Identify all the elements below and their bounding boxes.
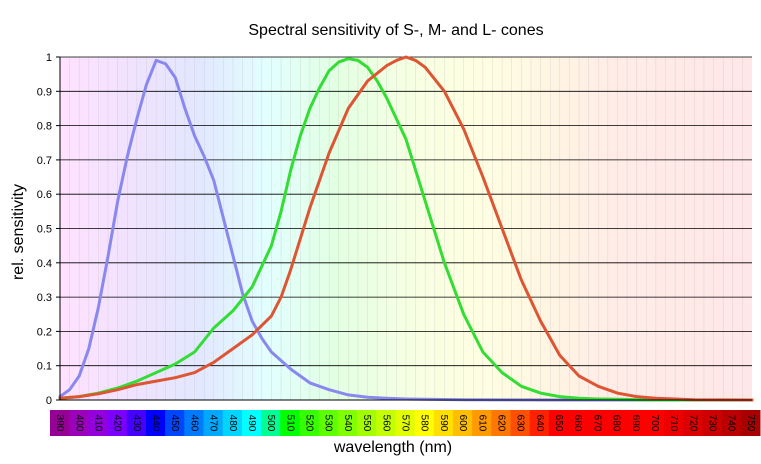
y-tick-labels: 0 0.1 0.2 0.3 0.4 0.5 0.6 0.7 0.8 0.9 1 [37, 52, 60, 407]
y-tick-label: 0.8 [37, 121, 52, 133]
wavelength-cell [472, 410, 492, 436]
x-tick-label: 420 [112, 415, 123, 432]
x-tick-label: 440 [150, 415, 161, 432]
wavelength-cell [299, 410, 320, 436]
wavelength-cell [50, 410, 70, 436]
y-tick-label: 0.3 [37, 292, 52, 304]
wavelength-cell [318, 410, 339, 436]
wavelength-cell [203, 410, 224, 436]
x-tick-label: 650 [553, 415, 564, 432]
x-tick-label: 660 [572, 415, 583, 432]
x-tick-label: 570 [400, 415, 411, 432]
x-tick-label: 610 [476, 415, 487, 432]
wavelength-cell [568, 410, 588, 436]
x-tick-label: 400 [73, 415, 84, 432]
wavelength-cell [184, 410, 205, 436]
series-lines [58, 55, 754, 402]
x-tick-label: 680 [611, 415, 622, 432]
wavelength-cell [452, 410, 473, 436]
x-tick-label: 470 [208, 415, 219, 432]
x-tick-label: 390 [54, 415, 65, 432]
series-line-3 [58, 55, 754, 402]
wavelength-cell [433, 410, 454, 436]
x-tick-label: 710 [668, 415, 679, 432]
wavelength-cell [529, 410, 550, 436]
series-line-1 [58, 58, 754, 402]
wavelength-color-bar: 390 400 410 420 430 440 450 460 470 480 490 500 510 5… [50, 410, 761, 436]
x-tick-label: 490 [246, 415, 257, 432]
wavelength-cell [337, 410, 358, 436]
wavelength-cell [165, 410, 185, 436]
wavelength-cell [644, 410, 665, 436]
chart-title: Spectral sensitivity of S-, M- and L- co… [248, 22, 543, 39]
x-tick-label: 410 [92, 415, 103, 432]
wavelength-cell [222, 410, 243, 436]
series-line-2 [58, 57, 754, 402]
wavelength-cell [721, 410, 742, 436]
x-tick-label: 430 [131, 415, 142, 432]
x-tick-label: 750 [745, 415, 756, 432]
wavelength-cell [145, 410, 166, 436]
x-tick-label: 700 [649, 415, 660, 432]
wavelength-cell [606, 410, 627, 436]
x-tick-label: 460 [188, 415, 199, 432]
x-tick-label: 500 [265, 415, 276, 432]
wavelength-cell [491, 410, 512, 436]
wavelength-cell [88, 410, 109, 436]
x-tick-label: 520 [304, 415, 315, 432]
wavelength-cell [107, 410, 128, 436]
y-tick-label: 0.7 [37, 155, 52, 167]
x-tick-label: 630 [515, 415, 526, 432]
wavelength-cell [69, 410, 89, 436]
wavelength-cell [357, 410, 377, 436]
wavelength-cell [548, 410, 569, 436]
x-tick-label: 590 [438, 415, 449, 432]
x-tick-label: 510 [284, 415, 295, 432]
wavelength-cell [587, 410, 607, 436]
wavelength-cell [625, 410, 646, 436]
wavelength-cell [261, 410, 281, 436]
y-axis-label: rel. sensitivity [10, 184, 27, 280]
x-tick-label: 620 [495, 415, 506, 432]
y-tick-label: 0.2 [37, 326, 52, 338]
x-tick-label: 580 [419, 415, 430, 432]
y-tick-label: 0.5 [37, 224, 52, 236]
wavelength-cell [126, 410, 147, 436]
x-tick-label: 540 [342, 415, 353, 432]
x-tick-label: 640 [534, 415, 545, 432]
y-tick-label: 0.6 [37, 189, 52, 201]
wavelength-cell [241, 410, 262, 436]
x-tick-label: 670 [591, 415, 602, 432]
y-tick-label: 1 [46, 52, 52, 64]
wavelength-cell [414, 410, 435, 436]
x-tick-label: 530 [323, 415, 334, 432]
wavelength-cell [683, 410, 703, 436]
y-tick-label: 0.1 [37, 361, 52, 373]
wavelength-cell [395, 410, 416, 436]
x-tick-label: 480 [227, 415, 238, 432]
x-tick-label: 690 [630, 415, 641, 432]
x-tick-label: 740 [726, 415, 737, 432]
x-tick-label: 730 [707, 415, 718, 432]
x-tick-label: 550 [361, 415, 372, 432]
y-tick-label: 0.9 [37, 86, 52, 98]
x-tick-label: 720 [687, 415, 698, 432]
wavelength-cell [280, 410, 300, 436]
wavelength-cell [376, 410, 396, 436]
y-tick-label: 0 [46, 395, 52, 407]
x-tick-label: 600 [457, 415, 468, 432]
wavelength-cell [510, 410, 531, 436]
x-tick-label: 560 [380, 415, 391, 432]
y-tick-label: 0.4 [37, 258, 52, 270]
x-axis-label: wavelength (nm) [333, 439, 452, 456]
wavelength-cell [740, 410, 761, 436]
wavelength-cell [702, 410, 723, 436]
wavelength-cell [664, 410, 684, 436]
x-tick-label: 450 [169, 415, 180, 432]
